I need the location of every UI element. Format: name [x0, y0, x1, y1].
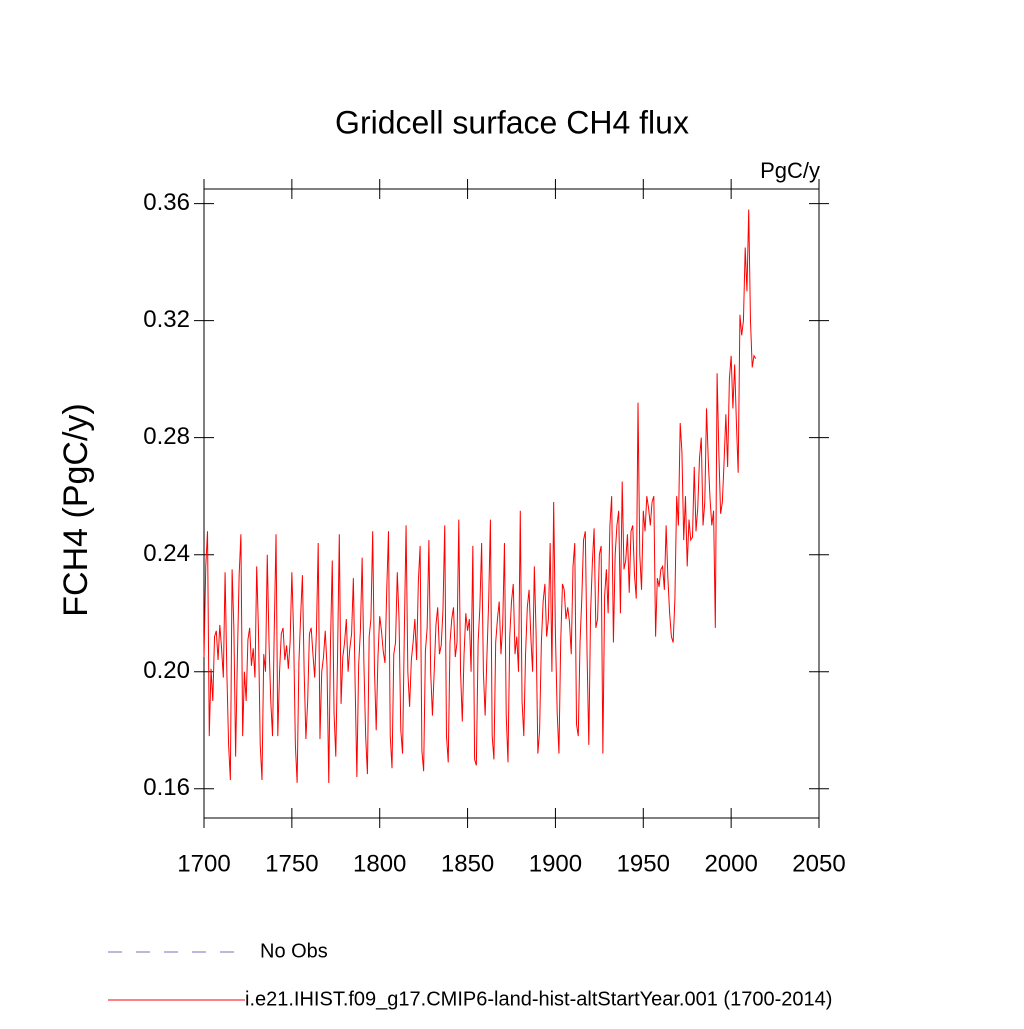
- y-tick-label: 0.32: [143, 306, 190, 333]
- legend-label: i.e21.IHIST.f09_g17.CMIP6-land-hist-altS…: [245, 988, 832, 1010]
- y-tick-label: 0.36: [143, 189, 190, 216]
- x-tick-label: 1850: [441, 850, 494, 877]
- y-tick-label: 0.24: [143, 540, 190, 567]
- legend-label: No Obs: [260, 940, 328, 962]
- y-tick-label: 0.28: [143, 423, 190, 450]
- x-tick-label: 1950: [617, 850, 670, 877]
- y-tick-label: 0.16: [143, 774, 190, 801]
- x-tick-label: 1700: [177, 850, 230, 877]
- x-tick-label: 2050: [792, 850, 845, 877]
- x-tick-label: 1750: [265, 850, 318, 877]
- x-tick-label: 1900: [529, 850, 582, 877]
- plot-frame: [203, 188, 820, 819]
- y-tick-label: 0.20: [143, 657, 190, 684]
- units-label: PgC/y: [760, 158, 820, 183]
- x-tick-label: 1800: [353, 850, 406, 877]
- chart-title: Gridcell surface CH4 flux: [335, 104, 689, 140]
- y-axis-label: FCH4 (PgC/y): [57, 403, 95, 616]
- x-tick-label: 2000: [704, 850, 757, 877]
- data-line: [203, 209, 757, 783]
